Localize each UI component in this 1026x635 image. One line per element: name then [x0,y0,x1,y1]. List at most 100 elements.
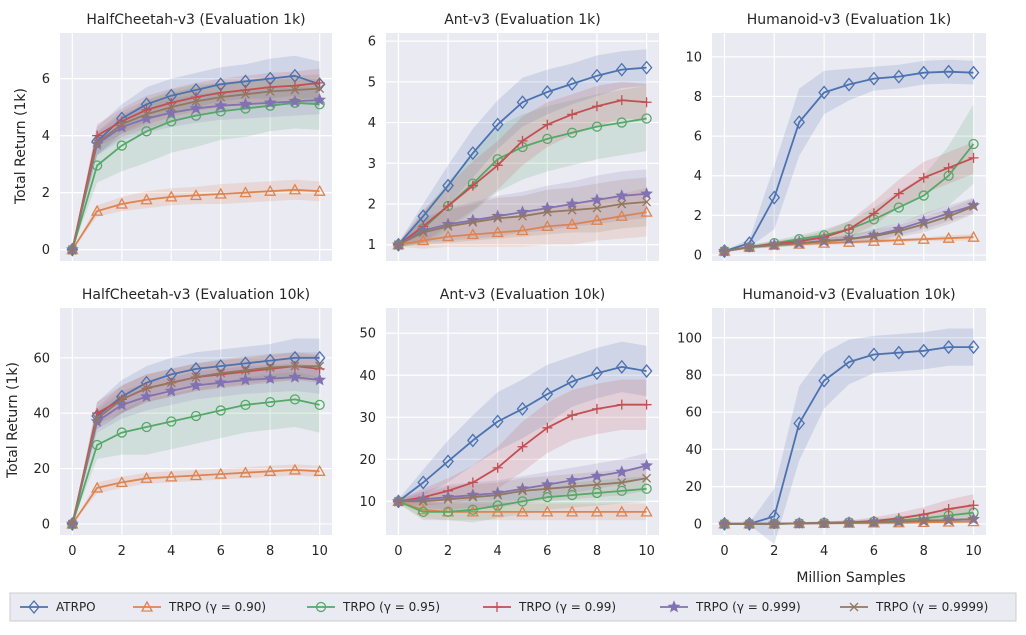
y-tick-label: 20 [359,453,376,468]
point-g090 [466,505,479,517]
y-tick-label: 0 [694,249,702,264]
point-ATRPO [516,401,529,416]
point-g0999 [214,376,228,389]
panel-title: HalfCheetah-v3 (Evaluation 10k) [82,287,310,303]
point-g095 [166,416,177,427]
y-tick-label: 40 [685,443,702,458]
panel-title: HalfCheetah-v3 (Evaluation 1k) [86,12,305,28]
point-g09999 [567,482,577,492]
point-g090 [942,231,955,243]
x-tick-label: 8 [593,544,601,559]
point-g090 [541,220,554,232]
legend: ATRPO TRPO (γ = 0.90) TRPO (γ = 0.95) TRPO … [9,592,1017,622]
point-g09999 [592,203,602,213]
legend-item-g09999: TRPO (γ = 0.9999) [840,600,988,614]
point-g0999 [288,94,302,107]
point-g095 [591,121,603,132]
panel-title: Ant-v3 (Evaluation 10k) [440,287,605,303]
point-g09999 [894,226,904,236]
point-ATRPO [541,387,554,402]
y-tick-label: 3 [368,157,376,172]
point-ATRPO [917,65,930,80]
point-g099 [240,85,251,95]
band-g090 [398,499,647,521]
legend-item-ATRPO: ATRPO [20,599,96,615]
point-ATRPO [843,77,855,92]
point-g095 [616,117,627,128]
point-g09999 [265,363,275,372]
chart-panel-6: Humanoid-v3 (Evaluation 10k)020406080100… [677,287,986,559]
y-tick-label: 60 [33,351,50,366]
x-tick-label: 8 [920,544,928,559]
point-g099 [289,80,300,91]
point-g0999 [288,370,302,383]
point-ATRPO [313,350,326,365]
point-g099 [191,92,201,103]
point-g099 [567,410,578,421]
y-tick-label: 2 [694,209,702,224]
chart-panels: HalfCheetah-v3 (Evaluation 1k) 0 2 4 6 Ant-v3… [33,12,986,559]
point-g095 [542,492,553,503]
x-tick-label: 8 [266,544,274,559]
point-g099 [215,87,226,98]
point-g090 [288,463,302,475]
point-g095 [141,126,152,137]
point-g09999 [542,207,552,217]
point-g09999 [617,477,627,487]
point-g09999 [443,494,453,504]
point-g090 [239,186,252,198]
point-g09999 [117,394,127,404]
point-g09999 [844,518,854,528]
point-g095 [91,439,103,451]
point-g095 [918,190,929,201]
point-g095 [418,506,429,518]
point-g090 [566,505,579,517]
chart-panel-3: Humanoid-v3 (Evaluation 1k) 0 2 4 6 8 10 [685,12,986,264]
series-line-ATRPO [724,70,974,252]
legend-marker [492,602,502,612]
x-tick-label: 2 [770,544,778,559]
point-g095 [641,483,652,494]
point-g090 [640,505,653,517]
point-g09999 [443,221,453,231]
point-g095 [467,504,479,515]
point-g099 [893,188,904,199]
point-g090 [417,234,430,246]
y-tick-label: 50 [359,327,376,342]
point-ATRPO [640,60,653,75]
point-g09999 [142,109,152,119]
point-g09999 [468,217,478,227]
point-g099 [443,201,454,212]
legend-items: ATRPO TRPO (γ = 0.90) TRPO (γ = 0.95) TRPO … [20,599,988,615]
band-g095 [72,371,320,524]
point-g0999 [115,120,129,133]
point-g095 [492,500,503,511]
point-g09999 [719,519,729,529]
x-tick-label: 0 [68,544,76,559]
x-tick-label: 0 [394,544,402,559]
point-g09999 [393,496,403,506]
point-g09999 [894,517,904,527]
point-ATRPO [917,343,930,358]
point-g099 [616,399,627,410]
point-ATRPO [615,62,628,77]
point-g09999 [819,518,829,528]
point-g09999 [216,92,226,102]
plot-area [60,308,332,535]
point-g090 [590,505,604,517]
point-g095 [542,133,553,145]
y-tick-label: 4 [368,116,376,131]
y-tick-label: 6 [368,35,376,50]
point-g090 [917,232,930,244]
point-g09999 [67,245,77,255]
point-ATRPO [843,354,855,369]
legend-label: TRPO (γ = 0.99) [518,600,616,614]
series-line-g090 [71,468,320,525]
band-ATRPO [724,59,974,253]
point-ATRPO [591,366,603,381]
legend-item-g095: TRPO (γ = 0.95) [307,600,440,614]
legend-item-g090: TRPO (γ = 0.90) [133,600,266,614]
band-ATRPO [72,338,320,524]
legend-marker [849,602,859,612]
point-ATRPO [793,115,806,130]
